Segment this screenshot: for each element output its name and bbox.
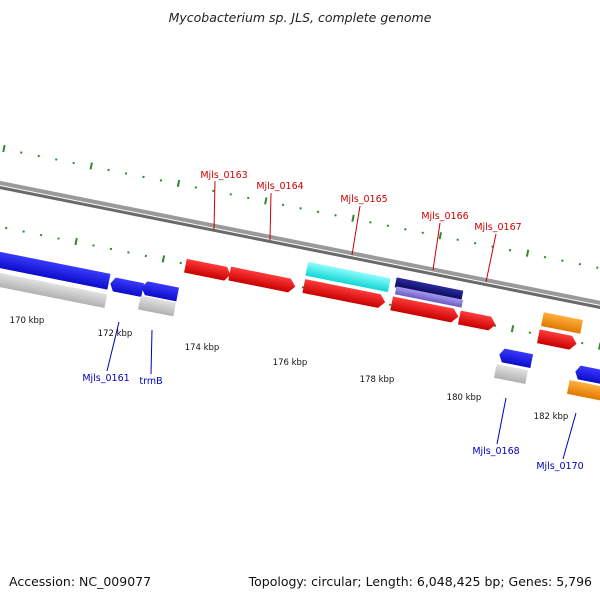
minor-tick — [578, 262, 582, 266]
major-tick — [438, 232, 442, 240]
major-tick — [2, 144, 6, 153]
minor-tick — [596, 266, 599, 269]
minor-tick — [528, 331, 532, 334]
gene-mjls-0165 — [305, 261, 391, 293]
major-tick — [525, 249, 530, 257]
gene-lavender — [394, 286, 464, 308]
gene-label: Mjls_0163 — [200, 170, 247, 181]
minor-tick — [39, 233, 43, 237]
gene-red-lower-4 — [536, 329, 577, 350]
gene-blue-trmB — [141, 281, 180, 302]
major-tick — [74, 237, 78, 246]
minor-tick — [508, 249, 512, 252]
minor-tick — [299, 207, 302, 210]
gene-mjls-0164 — [228, 266, 296, 293]
gene-label: trmB — [139, 376, 162, 387]
major-tick — [351, 214, 355, 222]
minor-tick — [281, 203, 285, 207]
major-tick — [176, 179, 181, 188]
minor-tick — [581, 341, 584, 345]
tick-labels: 170 kbp 172 kbp 174 kbp 176 kbp 178 kbp … — [10, 316, 569, 422]
tick-label: 176 kbp — [273, 358, 308, 368]
minor-tick — [386, 224, 390, 227]
gene-gray-left — [0, 268, 108, 309]
gene-label: Mjls_0168 — [472, 446, 519, 457]
minor-tick — [72, 161, 75, 165]
minor-tick — [92, 244, 95, 247]
minor-tick — [247, 196, 250, 200]
gene-orange-upper — [541, 312, 583, 334]
minor-tick — [20, 151, 23, 154]
minor-tick — [404, 228, 407, 231]
gene-blue-right — [499, 348, 534, 368]
tick-label: 172 kbp — [98, 329, 133, 339]
minor-tick — [473, 242, 477, 245]
gene-label: Mjls_0161 — [82, 373, 129, 384]
minor-tick — [159, 179, 163, 182]
gene-gray-right — [493, 364, 529, 384]
gene-mjls-0163 — [184, 258, 231, 281]
minor-tick — [109, 247, 113, 251]
gene-gray-trmB — [137, 295, 177, 317]
minor-tick — [144, 254, 148, 258]
minor-tick — [212, 189, 215, 193]
label-leader-lines — [106, 180, 577, 460]
gene-labels-bottom: Mjls_0161 trmB Mjls_0168 Mjls_0170 — [82, 373, 583, 472]
minor-tick — [5, 226, 8, 230]
gene-labels-top: Mjls_0163 Mjls_0164 Mjls_0165 Mjls_0166 … — [200, 170, 521, 233]
gene-label: Mjls_0170 — [536, 461, 583, 472]
gene-blue-edge — [575, 365, 600, 386]
minor-tick — [57, 237, 60, 240]
minor-tick — [561, 259, 564, 262]
tick-label: 178 kbp — [360, 375, 395, 385]
gene-label: Mjls_0164 — [256, 181, 303, 192]
minor-tick — [127, 251, 130, 254]
gene-red-lower-2 — [390, 296, 459, 323]
gene-red-lower-1 — [302, 279, 386, 308]
minor-tick — [369, 221, 372, 224]
minor-tick — [142, 175, 145, 179]
top-tick-track — [2, 144, 599, 269]
minor-tick — [389, 303, 392, 306]
major-tick — [161, 255, 166, 263]
minor-tick — [194, 186, 198, 189]
minor-tick — [316, 210, 320, 213]
minor-tick — [456, 238, 459, 241]
genome-backbone — [0, 160, 600, 334]
tick-label: 180 kbp — [447, 393, 482, 403]
minor-tick — [22, 230, 25, 233]
minor-tick — [334, 214, 337, 217]
minor-tick — [55, 158, 58, 161]
tick-label: 170 kbp — [10, 316, 45, 326]
gene-features — [0, 247, 600, 401]
gene-blue-left — [0, 247, 111, 290]
tick-label: 182 kbp — [534, 412, 569, 422]
gene-blue-small — [110, 277, 145, 297]
minor-tick — [37, 154, 40, 158]
tick-label: 174 kbp — [185, 343, 220, 353]
genome-summary-text: Topology: circular; Length: 6,048,425 bp… — [248, 574, 592, 589]
gene-label: Mjls_0166 — [421, 211, 468, 222]
gene-mjls-0166 — [394, 277, 464, 301]
major-tick — [89, 162, 93, 170]
minor-tick — [421, 231, 424, 234]
minor-tick — [179, 261, 182, 265]
accession-text: Accession: NC_009077 — [9, 574, 151, 589]
minor-tick — [107, 168, 110, 172]
map-title: Mycobacterium sp. JLS, complete genome — [169, 10, 432, 25]
gene-label: Mjls_0167 — [474, 222, 521, 233]
major-tick — [510, 325, 515, 333]
minor-tick — [229, 193, 232, 196]
minor-tick — [543, 255, 547, 259]
minor-tick — [124, 172, 128, 175]
gene-orange-lower — [566, 380, 600, 401]
gene-red-lower-3 — [457, 310, 496, 331]
gene-label: Mjls_0165 — [340, 194, 387, 205]
major-tick — [264, 197, 268, 205]
